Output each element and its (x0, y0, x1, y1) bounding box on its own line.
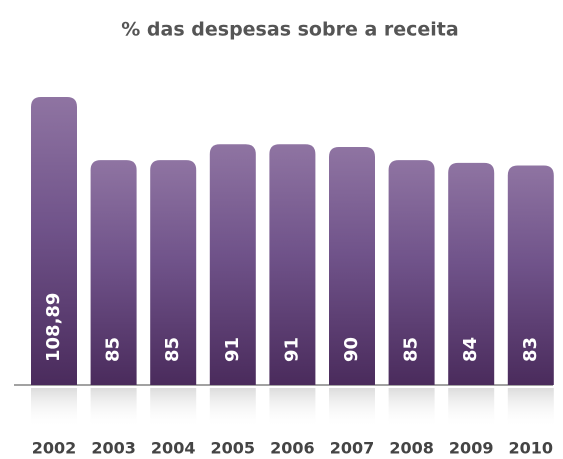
value-label: 85 (103, 337, 124, 362)
value-label: 83 (520, 337, 541, 362)
x-tick-label: 2002 (32, 439, 77, 458)
bar-reflection (329, 388, 375, 428)
bar (90, 160, 137, 385)
bar-reflection (388, 388, 435, 428)
bar-reflection (150, 388, 197, 428)
value-label: 108,89 (43, 293, 64, 362)
x-tick-label: 2010 (509, 439, 554, 458)
value-label: 91 (281, 337, 302, 362)
x-tick-label: 2009 (449, 439, 494, 458)
x-tick-label: 2006 (270, 439, 315, 458)
bar-reflection (448, 388, 495, 428)
bar-reflection (269, 388, 316, 428)
bar-reflection (507, 388, 554, 428)
value-label: 90 (341, 337, 362, 362)
bar-reflection (31, 388, 77, 428)
x-tick-label: 2005 (211, 439, 256, 458)
value-label: 84 (460, 337, 481, 362)
bar (329, 146, 375, 385)
x-tick-label: 2003 (91, 439, 136, 458)
value-label: 85 (162, 337, 183, 362)
value-label: 91 (222, 337, 243, 362)
bar-reflection (90, 388, 137, 428)
bar (448, 162, 495, 385)
value-label: 85 (401, 337, 422, 362)
bar (507, 165, 554, 385)
x-tick-label: 2004 (151, 439, 196, 458)
bar-reflection (209, 388, 256, 428)
bar (209, 144, 256, 385)
bar (269, 144, 316, 385)
x-tick-label: 2008 (389, 439, 434, 458)
bar (388, 160, 435, 385)
chart-title: % das despesas sobre a receita (121, 19, 458, 41)
bar (31, 96, 77, 385)
x-tick-label: 2007 (330, 439, 375, 458)
bar (150, 160, 197, 385)
